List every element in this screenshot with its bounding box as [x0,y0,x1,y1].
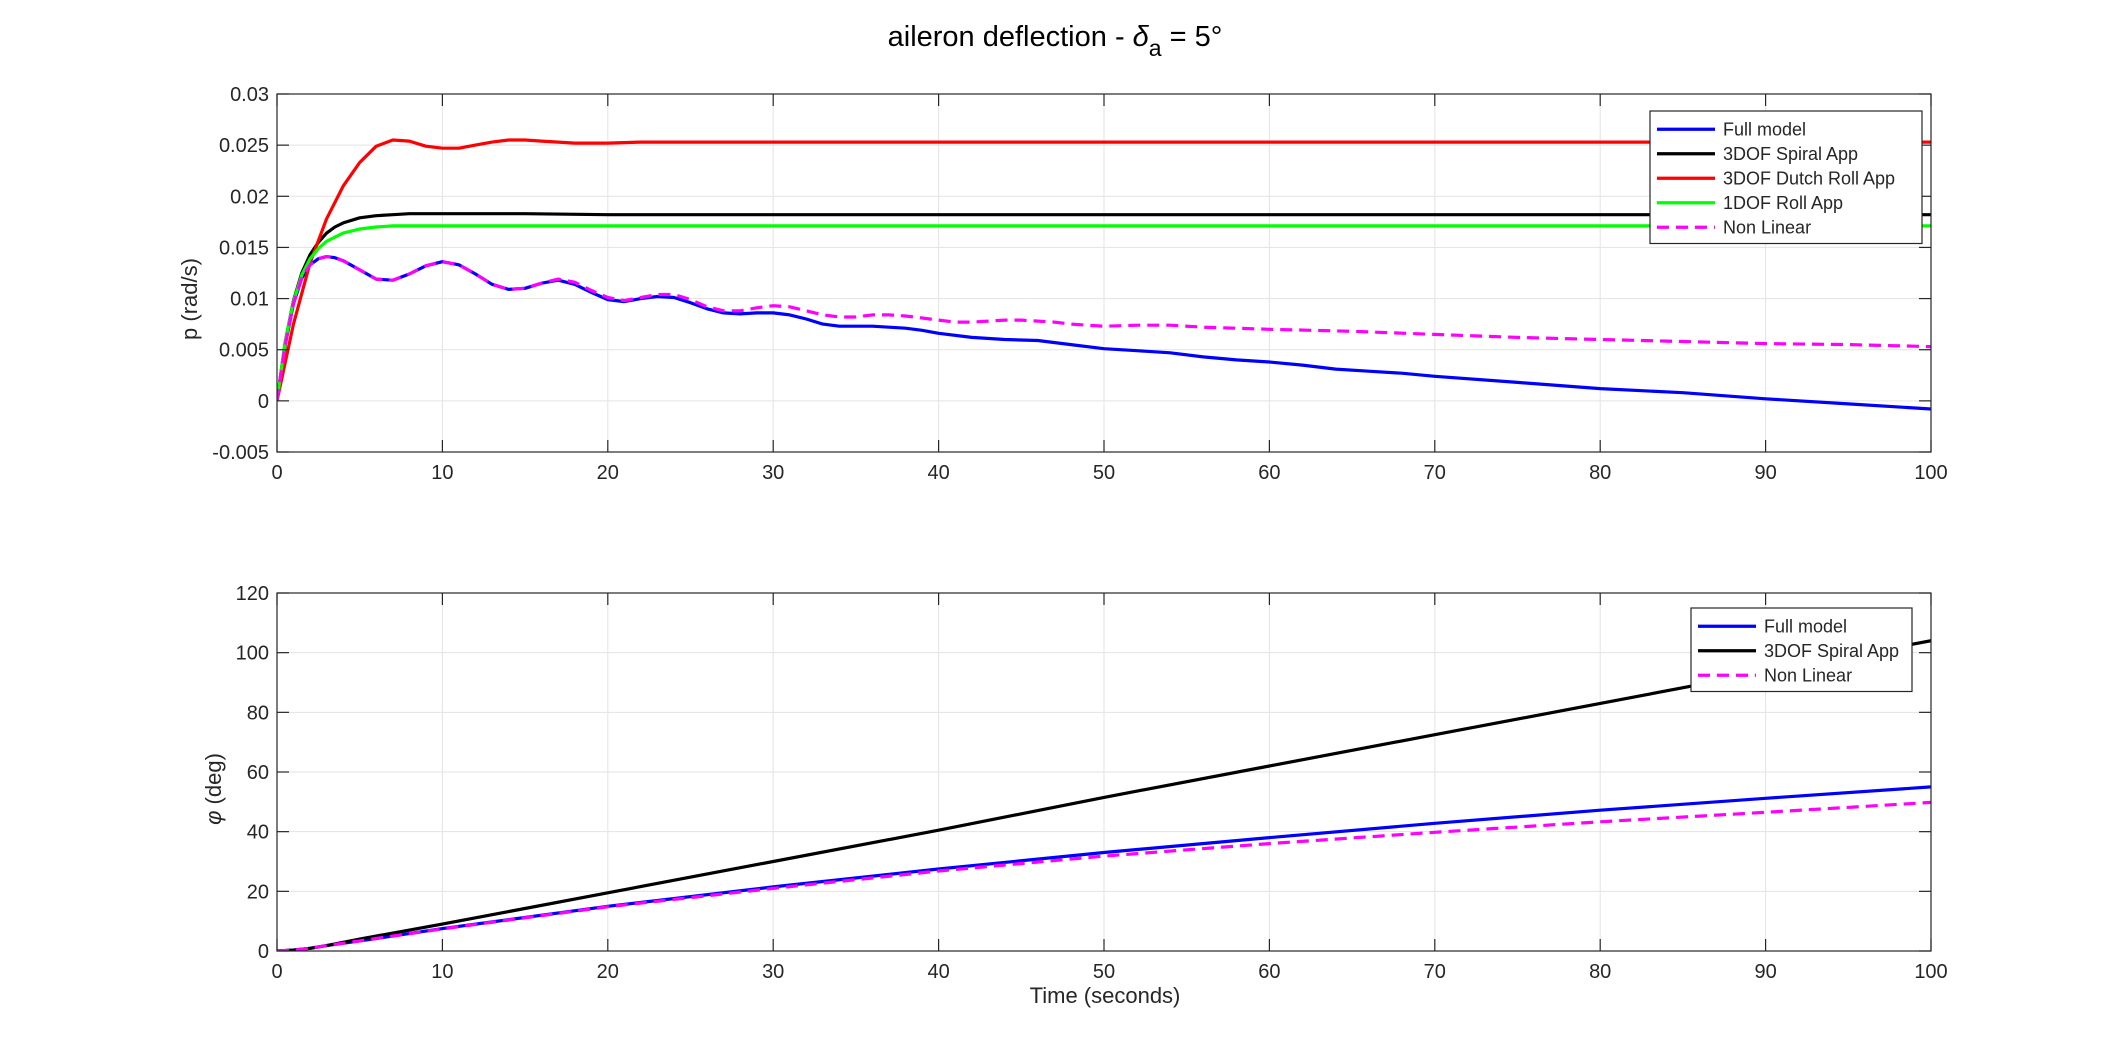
bottom-series-non-linear [277,800,1931,951]
title-delta-symbol: δ [1133,21,1150,53]
y-axis-label-bottom-unit: (deg) [201,753,226,810]
top-y-tick-label-4: 0.015 [219,237,269,259]
top-y-tick-label-2: 0.005 [219,340,269,362]
bottom-x-tick-label-3: 30 [762,961,784,983]
y-axis-label-top: p (rad/s) [177,258,202,340]
top-x-tick-label-1: 10 [431,462,453,484]
bottom-y-tick-label-4: 80 [247,702,269,724]
bottom-x-tick-label-5: 50 [1093,961,1115,983]
top-y-tick-label-3: 0.01 [230,289,269,311]
top-y-tick-label-5: 0.02 [230,186,269,208]
bottom-axes: 0 10 20 30 40 50 60 70 80 90 100 0 20 40 60 80 100 120 Ful… [236,583,1948,983]
phi-symbol: φ [201,811,226,825]
top-x-tick-label-4: 40 [927,462,949,484]
top-legend-label-non-linear: Non Linear [1723,217,1811,237]
bottom-legend-label-non-linear: Non Linear [1764,665,1852,685]
top-legend: Full model 3DOF Spiral App 3DOF Dutch Roll… [1649,110,1923,245]
figure-title: aileron deflection - δa = 5° [888,21,1223,61]
top-x-tick-label-10: 100 [1914,462,1947,484]
top-x-tick-label-9: 90 [1754,462,1776,484]
bottom-y-tick-label-1: 20 [247,881,269,903]
top-x-tick-label-2: 20 [597,462,619,484]
top-series-non-linear [277,255,1931,402]
bottom-x-tick-label-4: 40 [927,961,949,983]
bottom-legend-label-full-model: Full model [1764,616,1847,636]
bottom-x-tick-label-10: 100 [1914,961,1947,983]
top-x-tick-label-0: 0 [271,462,282,484]
x-axis-label: Time (seconds) [1030,983,1181,1008]
top-y-tick-label-1: 0 [258,391,269,413]
top-axes: 0 10 20 30 40 50 60 70 80 90 100-0.00500.0050.010.… [212,84,1947,484]
title-tail: = 5° [1162,21,1223,53]
bottom-y-tick-label-3: 60 [247,762,269,784]
title-subscript: a [1149,35,1162,61]
bottom-legend: Full model 3DOF Spiral App Non Linear [1690,607,1913,693]
top-x-tick-label-7: 70 [1424,462,1446,484]
bottom-y-tick-label-0: 0 [258,941,269,963]
bottom-y-tick-label-6: 120 [236,583,269,605]
bottom-x-tick-label-6: 60 [1258,961,1280,983]
bottom-y-tick-label-2: 40 [247,822,269,844]
top-legend-label-3dof-dutch-roll-app: 3DOF Dutch Roll App [1723,168,1895,188]
top-x-tick-label-8: 80 [1589,462,1611,484]
bottom-x-tick-label-0: 0 [271,961,282,983]
bottom-x-tick-label-8: 80 [1589,961,1611,983]
top-y-tick-label-6: 0.025 [219,135,269,157]
bottom-x-tick-label-2: 20 [597,961,619,983]
top-legend-label-1dof-roll-app: 1DOF Roll App [1723,193,1843,213]
y-axis-label-bottom: φ (deg) [201,753,226,825]
top-x-tick-label-5: 50 [1093,462,1115,484]
top-x-tick-label-3: 30 [762,462,784,484]
bottom-legend-label-3dof-spiral-app: 3DOF Spiral App [1764,641,1899,661]
title-main: aileron deflection - [888,21,1133,53]
top-legend-label-full-model: Full model [1723,119,1806,139]
top-x-tick-label-6: 60 [1258,462,1280,484]
bottom-y-tick-label-5: 100 [236,643,269,665]
top-y-tick-label-7: 0.03 [230,84,269,106]
top-y-tick-label-0: -0.005 [212,442,269,464]
bottom-x-tick-label-1: 10 [431,961,453,983]
bottom-x-tick-label-7: 70 [1424,961,1446,983]
top-series-3dof-dutch-roll-app [277,138,1931,402]
top-legend-label-3dof-spiral-app: 3DOF Spiral App [1723,144,1858,164]
bottom-x-tick-label-9: 90 [1754,961,1776,983]
